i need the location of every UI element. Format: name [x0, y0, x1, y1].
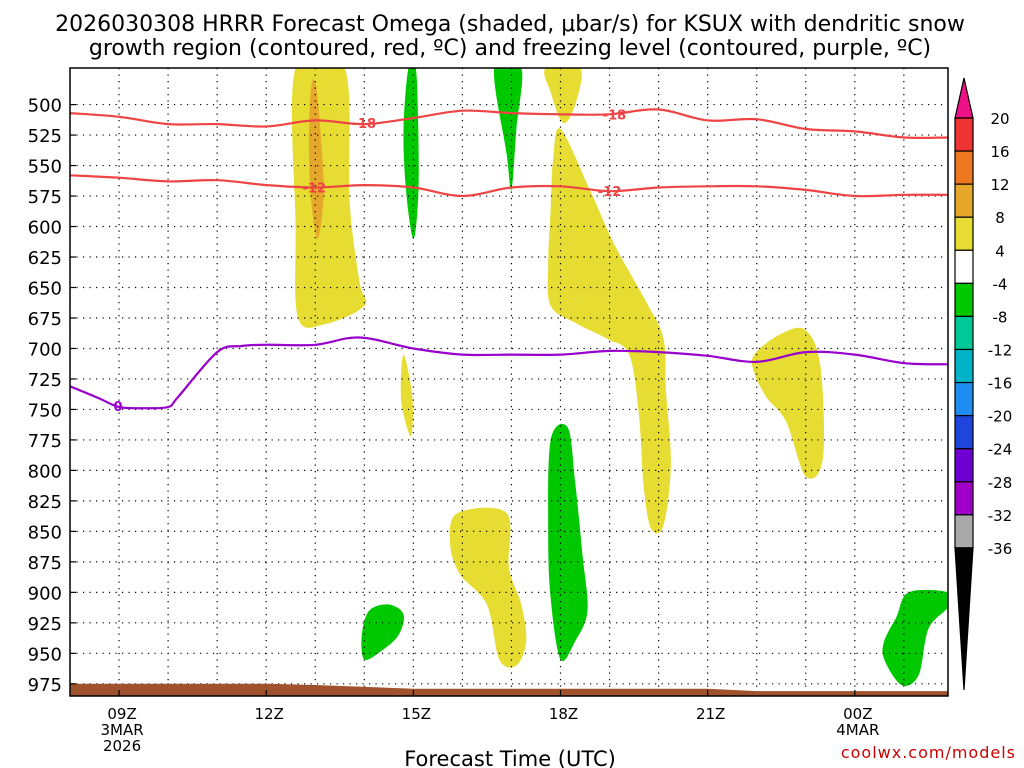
- colorbar-label: 8: [995, 209, 1005, 227]
- colorbar-label: -8: [993, 308, 1008, 326]
- y-tick-label: 825: [28, 492, 62, 513]
- isotherm--12: [70, 174, 948, 198]
- x-tick-label: 00Z: [843, 705, 872, 723]
- colorbar-segment: [954, 514, 974, 549]
- colorbar-label: 20: [990, 110, 1009, 128]
- colorbar-segment: [954, 249, 974, 284]
- omega-region-5: [547, 128, 671, 534]
- colorbar-label: 16: [990, 143, 1009, 161]
- colorbar-label: -24: [988, 441, 1013, 459]
- colorbar-segment: [954, 481, 974, 516]
- colorbar: 20 16 12 8 4 -4 -8 -12 -16 -20 -24 -28 -32 -36: [954, 77, 1013, 691]
- colorbar-label: -12: [988, 341, 1013, 359]
- colorbar-segment: [954, 183, 974, 218]
- y-tick-label: 875: [28, 553, 62, 574]
- colorbar-label: -32: [988, 507, 1013, 525]
- x-tick-label: 2026: [103, 737, 141, 755]
- omega-region-4: [544, 68, 582, 124]
- y-tick-label: 675: [28, 309, 62, 330]
- colorbar-segment: [954, 216, 974, 251]
- x-tick-label: 4MAR: [836, 721, 879, 739]
- colorbar-label: 12: [990, 176, 1009, 194]
- plot-area: -18 -18 -12 -12 0: [70, 68, 948, 696]
- colorbar-label: -36: [988, 540, 1013, 558]
- isotherm-0: [70, 336, 948, 410]
- colorbar-label: -28: [988, 474, 1013, 492]
- isotherm--18: [70, 108, 948, 140]
- colorbar-label: 4: [995, 242, 1005, 260]
- colorbar-segment: [954, 448, 974, 483]
- omega-region-11: [882, 589, 948, 686]
- chart-title-line2: growth region (contoured, red, ºC) and f…: [89, 36, 931, 61]
- y-tick-label: 950: [28, 644, 62, 665]
- y-tick-label: 975: [28, 675, 62, 696]
- x-tick-label: 3MAR: [100, 721, 143, 739]
- y-tick-label: 925: [28, 614, 62, 635]
- colorbar-segment: [954, 315, 974, 351]
- plot-frame: [69, 67, 949, 697]
- credit-text: coolwx.com/models: [841, 743, 1016, 762]
- colorbar-segment: [954, 348, 974, 384]
- x-axis-label: Forecast Time (UTC): [404, 747, 616, 768]
- y-tick-label: 750: [28, 400, 62, 421]
- colorbar-segment: [954, 150, 974, 185]
- omega-region-6: [400, 354, 413, 437]
- contour-label: -12: [303, 182, 327, 197]
- omega-region-8: [548, 423, 588, 662]
- omega-region-3: [493, 68, 523, 191]
- x-tick-label: 12Z: [255, 705, 284, 723]
- y-tick-label: 650: [28, 278, 62, 299]
- colorbar-top-triangle: [954, 77, 974, 119]
- y-tick-label: 550: [28, 157, 62, 178]
- y-tick-label: 625: [28, 248, 62, 269]
- chart-title-line1: 2026030308 HRRR Forecast Omega (shaded, …: [55, 12, 965, 37]
- y-tick-label: 525: [28, 126, 62, 147]
- y-tick-label: 700: [28, 339, 62, 360]
- colorbar-bottom-triangle: [954, 547, 974, 691]
- colorbar-segment: [954, 415, 974, 450]
- y-tick-label: 775: [28, 431, 62, 452]
- x-tick-label: 18Z: [549, 705, 578, 723]
- contour-label: -12: [598, 185, 622, 200]
- colorbar-label: -4: [993, 275, 1008, 293]
- contour-label: -18: [353, 117, 377, 132]
- y-tick-label: 500: [28, 96, 62, 117]
- colorbar-label: -20: [988, 408, 1013, 426]
- omega-region-10: [361, 604, 404, 660]
- colorbar-segment: [954, 117, 974, 152]
- x-tick-label: 09Z: [107, 705, 136, 723]
- omega-region-1: [308, 79, 324, 239]
- contour-label: -18: [603, 108, 627, 123]
- colorbar-label: -16: [988, 375, 1013, 393]
- colorbar-segment: [954, 282, 974, 318]
- y-tick-label: 800: [28, 461, 62, 482]
- contour-label: 0: [114, 400, 123, 415]
- x-tick-label: 15Z: [402, 705, 431, 723]
- y-tick-label: 850: [28, 522, 62, 543]
- x-tick-label: 21Z: [696, 705, 725, 723]
- y-tick-label: 575: [28, 187, 62, 208]
- omega-region-7: [751, 327, 825, 479]
- axes: 500 525 550 575 600 625 650 675 700 725 750 775 800 8…: [28, 67, 949, 755]
- y-tick-label: 725: [28, 370, 62, 391]
- omega-region-9: [449, 507, 527, 668]
- y-tick-label: 600: [28, 218, 62, 239]
- ground-fill: [70, 683, 948, 696]
- omega-region-2: [403, 68, 419, 239]
- y-tick-label: 900: [28, 583, 62, 604]
- colorbar-segment: [954, 381, 974, 417]
